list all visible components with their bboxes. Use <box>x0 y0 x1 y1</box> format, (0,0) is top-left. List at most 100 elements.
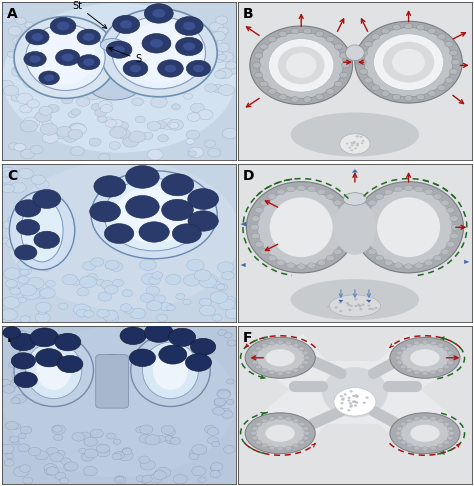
Circle shape <box>428 91 436 96</box>
Circle shape <box>445 77 453 83</box>
Circle shape <box>340 407 343 410</box>
Circle shape <box>346 302 349 304</box>
Ellipse shape <box>355 21 462 103</box>
Circle shape <box>394 186 402 192</box>
Circle shape <box>291 28 299 34</box>
Circle shape <box>356 395 359 398</box>
Circle shape <box>414 370 420 375</box>
Circle shape <box>81 453 93 461</box>
Ellipse shape <box>322 367 388 417</box>
Circle shape <box>18 169 33 179</box>
Circle shape <box>202 52 215 61</box>
Circle shape <box>217 68 232 79</box>
Circle shape <box>191 338 216 355</box>
Text: St: St <box>73 0 107 28</box>
Circle shape <box>359 233 367 239</box>
Circle shape <box>24 79 36 87</box>
Circle shape <box>2 296 20 309</box>
Circle shape <box>6 238 22 248</box>
Circle shape <box>441 249 449 255</box>
Circle shape <box>350 142 353 143</box>
Circle shape <box>358 59 366 65</box>
Circle shape <box>367 305 371 307</box>
Circle shape <box>172 104 180 110</box>
Circle shape <box>269 446 275 450</box>
Circle shape <box>39 106 52 115</box>
Circle shape <box>202 38 217 48</box>
Circle shape <box>208 148 221 157</box>
Circle shape <box>16 360 25 366</box>
Circle shape <box>34 231 60 248</box>
Circle shape <box>198 477 206 483</box>
Polygon shape <box>338 300 343 303</box>
Circle shape <box>415 186 423 192</box>
Circle shape <box>166 437 176 444</box>
Circle shape <box>339 310 342 312</box>
Ellipse shape <box>265 349 295 366</box>
Polygon shape <box>240 222 246 226</box>
Circle shape <box>350 404 353 407</box>
Circle shape <box>216 284 225 290</box>
Circle shape <box>113 439 121 444</box>
Ellipse shape <box>334 200 376 255</box>
Circle shape <box>268 88 276 94</box>
Ellipse shape <box>250 26 353 104</box>
Polygon shape <box>352 169 358 173</box>
Circle shape <box>18 444 29 452</box>
Circle shape <box>16 377 25 383</box>
Circle shape <box>358 225 366 230</box>
Circle shape <box>183 22 195 30</box>
Circle shape <box>0 309 18 321</box>
Circle shape <box>107 433 116 439</box>
Circle shape <box>406 368 412 372</box>
Circle shape <box>140 477 150 483</box>
Circle shape <box>83 33 95 41</box>
Circle shape <box>401 440 406 444</box>
Circle shape <box>115 122 128 131</box>
Circle shape <box>46 280 55 287</box>
Circle shape <box>444 422 449 426</box>
Circle shape <box>222 408 231 415</box>
Circle shape <box>29 55 41 63</box>
Circle shape <box>55 130 68 139</box>
Circle shape <box>11 398 20 404</box>
Circle shape <box>255 422 262 426</box>
Circle shape <box>262 343 268 347</box>
Circle shape <box>359 308 363 310</box>
Circle shape <box>19 284 36 296</box>
Ellipse shape <box>291 279 419 320</box>
Circle shape <box>293 343 299 347</box>
Circle shape <box>218 390 230 399</box>
Circle shape <box>261 200 269 206</box>
Circle shape <box>97 309 109 317</box>
Ellipse shape <box>365 190 452 265</box>
Circle shape <box>18 71 32 81</box>
Circle shape <box>14 330 27 339</box>
Circle shape <box>158 135 168 142</box>
Circle shape <box>326 194 335 199</box>
Circle shape <box>103 117 113 123</box>
Circle shape <box>255 365 262 369</box>
Circle shape <box>46 469 56 475</box>
Circle shape <box>210 50 223 58</box>
Circle shape <box>297 264 305 269</box>
Circle shape <box>160 303 172 311</box>
Circle shape <box>277 416 283 420</box>
Circle shape <box>147 149 163 160</box>
Circle shape <box>40 288 55 298</box>
Circle shape <box>56 126 73 137</box>
Circle shape <box>334 81 343 87</box>
Circle shape <box>448 431 455 435</box>
Circle shape <box>10 288 20 295</box>
Circle shape <box>335 306 338 309</box>
Circle shape <box>18 297 27 303</box>
Circle shape <box>102 310 118 321</box>
Circle shape <box>392 94 401 100</box>
Circle shape <box>54 434 63 441</box>
Circle shape <box>304 431 310 435</box>
Circle shape <box>154 295 165 303</box>
Circle shape <box>355 298 357 300</box>
Circle shape <box>165 429 175 436</box>
Circle shape <box>210 465 220 471</box>
Circle shape <box>349 305 353 307</box>
